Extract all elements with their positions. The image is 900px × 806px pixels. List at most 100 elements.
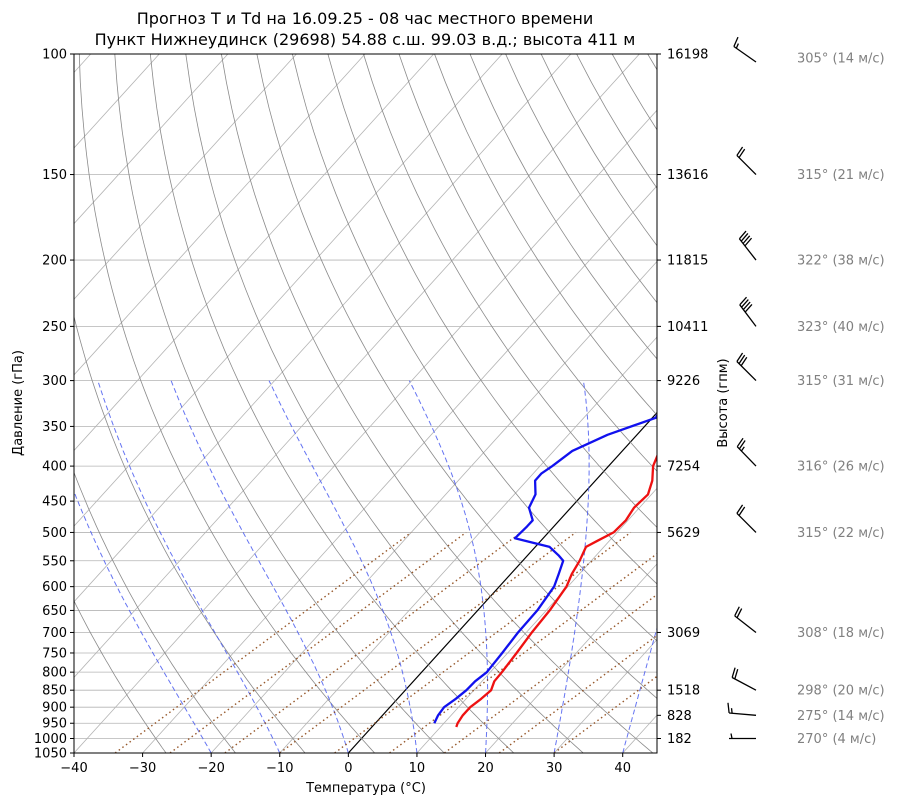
mixing-ratio-line <box>334 531 632 753</box>
barb-flag <box>738 506 746 516</box>
barb-flag <box>733 36 739 47</box>
height-tick-label: 7254 <box>667 460 700 475</box>
barb-flag <box>742 301 751 311</box>
p-tick-label: 750 <box>42 646 67 661</box>
barb-flag <box>741 299 749 308</box>
height-tick-label: 1518 <box>667 684 700 699</box>
p-tick-label: 400 <box>42 460 67 475</box>
barb-flag <box>738 354 746 364</box>
barb-half-flag <box>735 43 739 49</box>
wind-label: 323° (40 м/с) <box>797 320 885 335</box>
x-tick-label: 10 <box>409 761 426 776</box>
isotherm-line <box>74 54 366 376</box>
barb-flag <box>736 146 744 156</box>
wind-label: 298° (20 м/с) <box>797 684 885 699</box>
p-tick-label: 800 <box>42 666 67 681</box>
p-tick-label: 1000 <box>34 732 67 747</box>
wind-barb <box>739 296 757 327</box>
x-tick-label: −10 <box>266 761 293 776</box>
height-tick-label: 5629 <box>667 526 700 541</box>
barb-staff <box>736 446 757 467</box>
p-tick-label: 900 <box>42 701 67 716</box>
dry-adiabat <box>327 54 657 585</box>
dry-adiabat <box>398 54 657 472</box>
isotherm-line <box>142 185 657 753</box>
temperature-line <box>455 453 657 728</box>
wind-barb <box>727 702 757 716</box>
dry-adiabat <box>185 54 584 753</box>
dry-adiabat <box>74 315 306 753</box>
isotherm-line <box>485 563 657 753</box>
barb-flag <box>731 667 736 678</box>
p-tick-label: 500 <box>42 526 67 541</box>
p-tick-label: 950 <box>42 717 67 732</box>
p-tick-label: 600 <box>42 580 67 595</box>
barb-staff <box>734 615 757 633</box>
wind-barbs <box>727 36 757 740</box>
barb-staff <box>736 361 757 382</box>
x-tick-label: −20 <box>197 761 224 776</box>
height-tick-label: 13616 <box>667 168 708 183</box>
barb-staff <box>733 45 757 63</box>
isotherm-line <box>210 260 657 753</box>
height-tick-label: 182 <box>667 732 692 747</box>
wind-barb <box>738 230 757 261</box>
chart-title-line2: Пункт Нижнеудинск (29698) 54.88 с.ш. 99.… <box>95 30 636 49</box>
moist-adiabat <box>74 490 212 753</box>
wind-barb <box>733 36 757 63</box>
wind-label: 315° (21 м/с) <box>797 168 885 183</box>
barb-flag <box>738 148 746 158</box>
thermo-background-lines <box>74 54 657 753</box>
isotherm-line <box>74 54 229 225</box>
wind-barb <box>734 606 757 633</box>
pressure-axis-ticks: 100 150 200 250 300 350 400 450 500 550 600 650 700 7… <box>34 48 74 762</box>
barb-flag <box>736 608 743 618</box>
barb-staff <box>736 512 757 533</box>
barb-flag <box>738 230 747 240</box>
barb-half-flag <box>740 446 745 452</box>
isotherm-line <box>74 54 640 678</box>
wind-barb <box>736 352 757 382</box>
mixing-ratio-line <box>114 531 412 753</box>
isotherm-line <box>74 109 657 753</box>
wind-labels: 305° (14 м/с) 315° (21 м/с) 322° (38 м/с) 3… <box>797 52 885 747</box>
p-tick-label: 300 <box>42 374 67 389</box>
barb-flag <box>739 296 748 306</box>
mixing-ratio-line <box>389 552 657 753</box>
dry-adiabat <box>114 54 445 753</box>
p-tick-label: 100 <box>42 48 67 63</box>
x-tick-label: 0 <box>344 761 352 776</box>
x-tick-label: −30 <box>129 761 156 776</box>
dry-adiabat <box>256 54 657 699</box>
wind-label: 305° (14 м/с) <box>797 52 885 67</box>
barb-flag <box>736 352 744 362</box>
mixing-ratio-line <box>169 531 467 753</box>
x-axis-label: Температура (°C) <box>305 781 426 796</box>
wind-barb <box>731 667 757 691</box>
barb-flag <box>734 606 740 617</box>
p-tick-label: 850 <box>42 684 67 699</box>
y2-axis-label: Высота (гпм) <box>716 358 731 447</box>
barb-staff <box>738 238 757 261</box>
p-tick-label: 650 <box>42 604 67 619</box>
mixing-ratio-line <box>279 531 577 753</box>
plot-frame <box>73 53 658 754</box>
dry-adiabat <box>292 54 657 642</box>
isotherm-line <box>74 54 503 527</box>
barb-flag <box>734 668 739 680</box>
x-tick-label: 30 <box>546 761 563 776</box>
isotherm-line <box>74 54 434 452</box>
wind-barb <box>736 146 757 175</box>
isotherm-line <box>416 487 657 753</box>
p-tick-label: 200 <box>42 254 67 269</box>
isotherm-line <box>74 54 572 603</box>
barb-half-flag <box>730 733 733 739</box>
x-tick-label: 20 <box>477 761 494 776</box>
mixing-ratio-line <box>224 531 522 753</box>
profile-lines <box>433 413 657 728</box>
dry-adiabat <box>469 54 657 360</box>
zero-isotherm <box>347 411 657 753</box>
wind-label: 308° (18 м/с) <box>797 626 885 641</box>
